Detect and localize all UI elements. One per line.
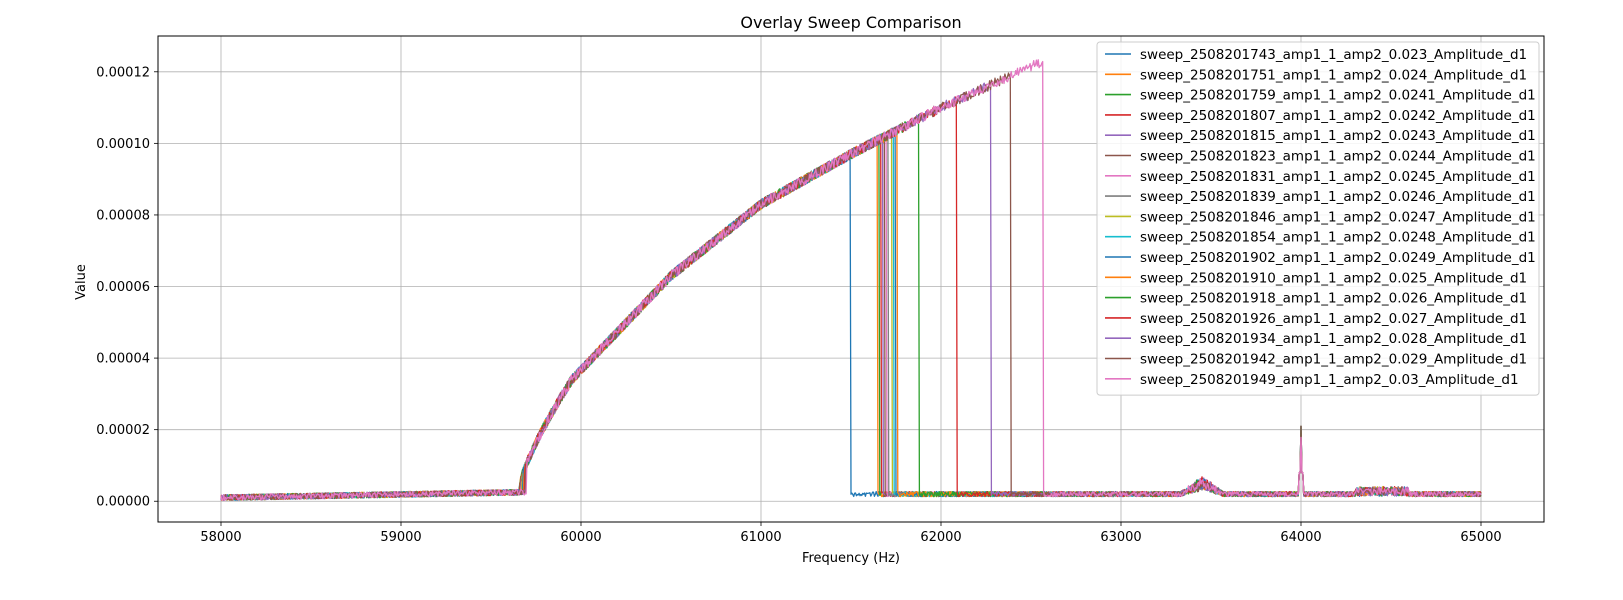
legend-entry-label: sweep_2508201910_amp1_1_amp2_0.025_Ampli…	[1140, 270, 1527, 286]
tick-layer: 58000 59000 60000 61000 62000 63000 64000 65000…	[96, 65, 1501, 545]
y-tick-label: 0.00004	[96, 352, 150, 367]
x-axis-label: Frequency (Hz)	[802, 551, 900, 566]
legend-entry-label: sweep_2508201823_amp1_1_amp2_0.0244_Ampl…	[1140, 149, 1536, 165]
chart-title: Overlay Sweep Comparison	[740, 13, 961, 32]
x-tick-label: 64000	[1280, 530, 1321, 545]
legend-entry-label: sweep_2508201942_amp1_1_amp2_0.029_Ampli…	[1140, 352, 1527, 368]
y-tick-label: 0.00008	[96, 208, 150, 223]
legend-box	[1096, 41, 1540, 396]
x-tick-label: 59000	[380, 530, 421, 545]
y-tick-label: 0.00002	[96, 423, 150, 438]
x-tick-label: 63000	[1100, 530, 1141, 545]
x-tick-label: 60000	[560, 530, 601, 545]
legend-entry-label: sweep_2508201751_amp1_1_amp2_0.024_Ampli…	[1140, 67, 1527, 83]
y-axis-label: Value	[74, 264, 89, 300]
legend-entry-label: sweep_2508201839_amp1_1_amp2_0.0246_Ampl…	[1140, 189, 1536, 205]
legend-entry-label: sweep_2508201902_amp1_1_amp2_0.0249_Ampl…	[1140, 250, 1536, 266]
legend-entry-label: sweep_2508201918_amp1_1_amp2_0.026_Ampli…	[1140, 291, 1527, 307]
series-line-17	[220, 59, 1482, 502]
x-tick-label: 61000	[740, 530, 781, 545]
legend-entry-label: sweep_2508201949_amp1_1_amp2_0.03_Amplit…	[1140, 372, 1519, 388]
legend-entry-label: sweep_2508201934_amp1_1_amp2_0.028_Ampli…	[1140, 331, 1527, 347]
y-tick-label: 0.00006	[96, 280, 150, 295]
y-tick-label: 0.00000	[96, 495, 150, 510]
legend-entry-label: sweep_2508201831_amp1_1_amp2_0.0245_Ampl…	[1140, 169, 1536, 185]
legend-entry-label: sweep_2508201807_amp1_1_amp2_0.0242_Ampl…	[1140, 108, 1536, 124]
plot-frame	[157, 35, 1545, 523]
series-layer	[220, 59, 1482, 502]
x-tick-label: 62000	[920, 530, 961, 545]
legend-entry-label: sweep_2508201759_amp1_1_amp2_0.0241_Ampl…	[1140, 88, 1536, 104]
legend-entry-label: sweep_2508201815_amp1_1_amp2_0.0243_Ampl…	[1140, 128, 1536, 144]
legend-entry-label: sweep_2508201926_amp1_1_amp2_0.027_Ampli…	[1140, 311, 1527, 327]
legend: sweep_2508201743_amp1_1_amp2_0.023_Ampli…	[1096, 41, 1540, 396]
y-tick-label: 0.00010	[96, 137, 150, 152]
legend-entry-label: sweep_2508201854_amp1_1_amp2_0.0248_Ampl…	[1140, 230, 1536, 246]
x-tick-label: 65000	[1460, 530, 1501, 545]
x-tick-label: 58000	[200, 530, 241, 545]
legend-entry-label: sweep_2508201743_amp1_1_amp2_0.023_Ampli…	[1140, 47, 1527, 63]
legend-entry-label: sweep_2508201846_amp1_1_amp2_0.0247_Ampl…	[1140, 209, 1536, 225]
y-tick-label: 0.00012	[96, 65, 150, 80]
